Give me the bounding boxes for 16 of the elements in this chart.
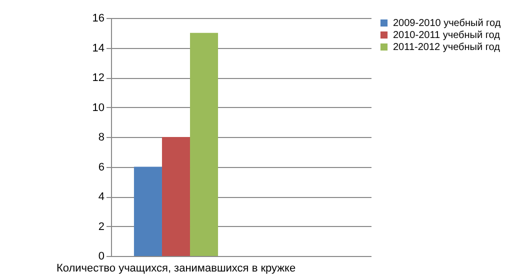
legend-label: 2011-2012 учебный год bbox=[393, 42, 500, 53]
y-tick-label: 4 bbox=[98, 191, 104, 203]
bar bbox=[190, 32, 218, 256]
bar bbox=[162, 137, 190, 256]
y-tick-label: 8 bbox=[98, 132, 104, 144]
y-tick-label: 16 bbox=[92, 12, 104, 24]
y-tick-label: 10 bbox=[92, 102, 104, 114]
legend-label: 2010-2011 учебный год bbox=[393, 30, 500, 41]
y-tick-label: 14 bbox=[92, 42, 104, 54]
y-tick-label: 0 bbox=[98, 250, 104, 262]
y-tick-label: 12 bbox=[92, 72, 104, 84]
bar bbox=[134, 166, 162, 256]
legend-label: 2009-2010 учебный год bbox=[393, 18, 501, 29]
y-tick-label: 2 bbox=[98, 220, 104, 233]
x-tick-label: Количество учащихся, занимавшихся в кружке bbox=[56, 262, 296, 274]
y-tick-label: 6 bbox=[98, 161, 104, 174]
